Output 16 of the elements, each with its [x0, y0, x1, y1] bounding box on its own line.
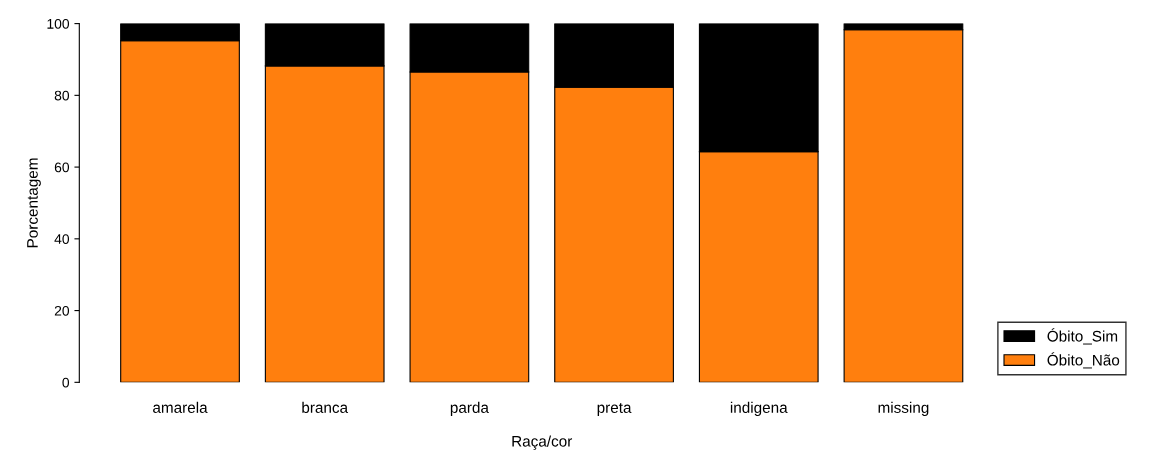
y-tick-label: 40 [54, 234, 70, 244]
x-tick-label: indigena [730, 401, 788, 417]
y-tick-label: 100 [47, 18, 70, 29]
y-tick-label: 80 [54, 90, 70, 101]
x-tick-label: missing [878, 401, 929, 417]
x-tick-label: parda [450, 401, 489, 417]
y-tick-label: 60 [54, 162, 70, 173]
x-tick-label: branca [302, 401, 349, 413]
x-tick-label: preta [597, 402, 632, 417]
legend-label: Óbito_Não [1047, 352, 1120, 369]
legend-label: Óbito_Sim [1047, 328, 1118, 345]
x-axis-title: Raça/cor [512, 435, 573, 450]
y-axis-title: Porcentagem [27, 158, 41, 248]
y-tick-label: 0 [62, 377, 70, 388]
x-tick-label: amarela [153, 401, 208, 413]
y-tick-label: 20 [54, 305, 70, 316]
